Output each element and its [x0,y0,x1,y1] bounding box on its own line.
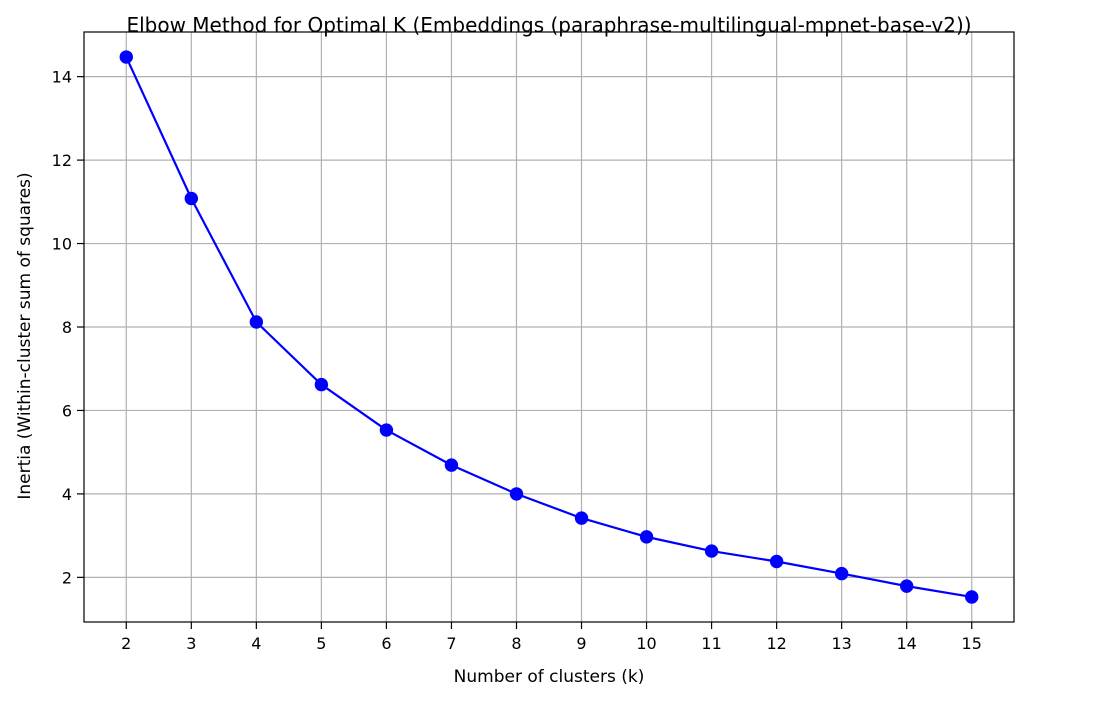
y-tick-label: 12 [52,151,72,170]
x-tick-label: 6 [381,634,391,653]
x-tick-label: 3 [186,634,196,653]
x-tick-label: 13 [831,634,851,653]
data-point [834,566,849,581]
data-point [444,458,459,472]
y-tick-label: 6 [62,401,72,420]
y-tick-label: 10 [52,235,72,254]
x-tick-label: 4 [251,634,261,653]
chart-title: Elbow Method for Optimal K (Embeddings (… [126,13,971,37]
data-point [314,377,329,392]
data-point [119,50,133,64]
y-tick-label: 2 [62,568,72,587]
data-point [509,487,524,501]
y-tick-label: 4 [62,485,72,504]
data-point [899,579,914,593]
x-tick-label: 8 [511,634,521,653]
data-point [249,315,264,329]
y-tick-label: 14 [52,68,72,87]
y-tick-label: 8 [62,318,72,337]
x-tick-label: 14 [897,634,917,653]
x-tick-label: 10 [636,634,656,653]
x-tick-label: 11 [701,634,721,653]
x-tick-label: 9 [576,634,586,653]
x-axis-label: Number of clusters (k) [454,667,645,687]
x-tick-label: 2 [121,634,131,653]
plot-data [119,50,979,604]
data-point [379,423,394,437]
y-axis-label: Inertia (Within-cluster sum of squares) [15,172,35,499]
grid [84,32,1014,622]
data-point [965,590,979,604]
data-point [704,544,719,558]
data-point [574,511,589,525]
data-point [769,554,784,569]
data-point [184,191,199,206]
x-tick-label: 12 [766,634,786,653]
x-tick-label: 5 [316,634,326,653]
axis-ticks: 2 3 4 5 6 7 8 9 10 11 12 13 14 15 2 4 6 8 10 12 14 [52,68,982,653]
data-point [639,530,654,544]
x-tick-label: 7 [446,634,456,653]
x-tick-label: 15 [962,634,982,653]
series-line [125,56,972,599]
